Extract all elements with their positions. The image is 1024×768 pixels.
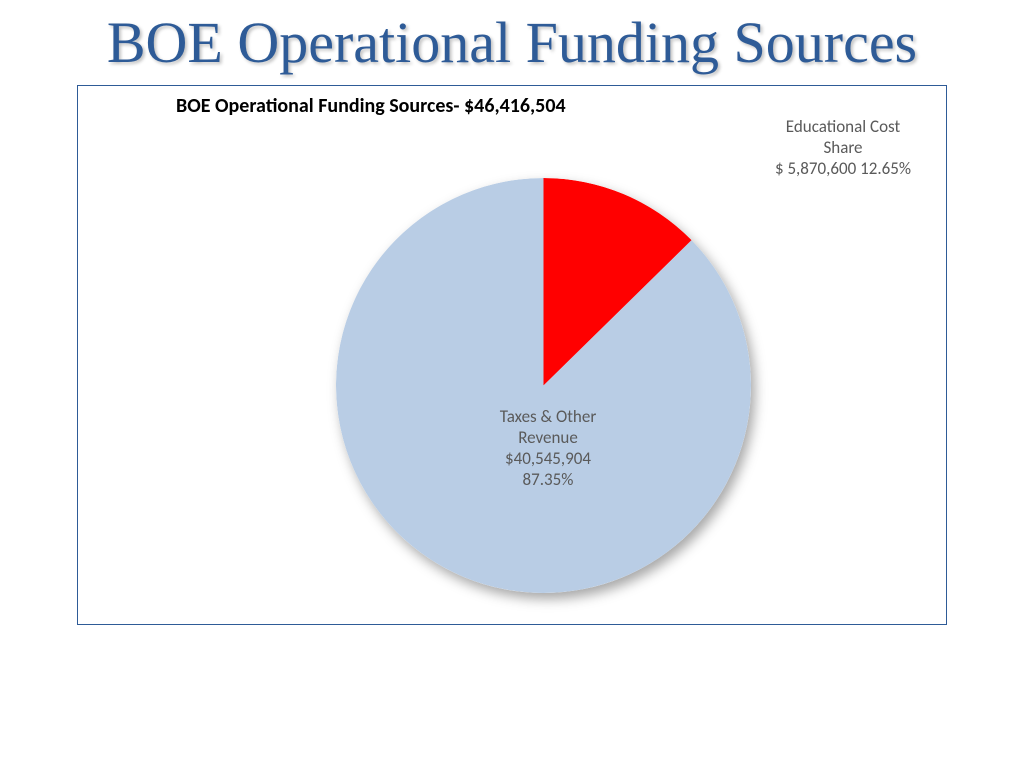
label-line: $ 5,870,600 12.65% bbox=[775, 158, 911, 179]
slide-title: BOE Operational Funding Sources bbox=[0, 10, 1024, 77]
label-taxes-other-revenue: Taxes & OtherRevenue$40,545,90487.35% bbox=[473, 406, 623, 491]
label-line: Revenue bbox=[518, 427, 578, 448]
chart-title: BOE Operational Funding Sources- $46,416… bbox=[176, 94, 566, 118]
label-line: Taxes & Other bbox=[500, 406, 597, 427]
pie-svg bbox=[336, 178, 751, 593]
chart-container: BOE Operational Funding Sources- $46,416… bbox=[77, 85, 947, 625]
label-educational-cost-share: Educational CostShare$ 5,870,600 12.65% bbox=[748, 116, 938, 180]
label-line: Educational Cost bbox=[786, 116, 900, 137]
label-line: $40,545,904 bbox=[505, 448, 591, 469]
label-line: 87.35% bbox=[523, 469, 574, 490]
pie-chart bbox=[336, 178, 751, 593]
label-line: Share bbox=[823, 137, 862, 158]
